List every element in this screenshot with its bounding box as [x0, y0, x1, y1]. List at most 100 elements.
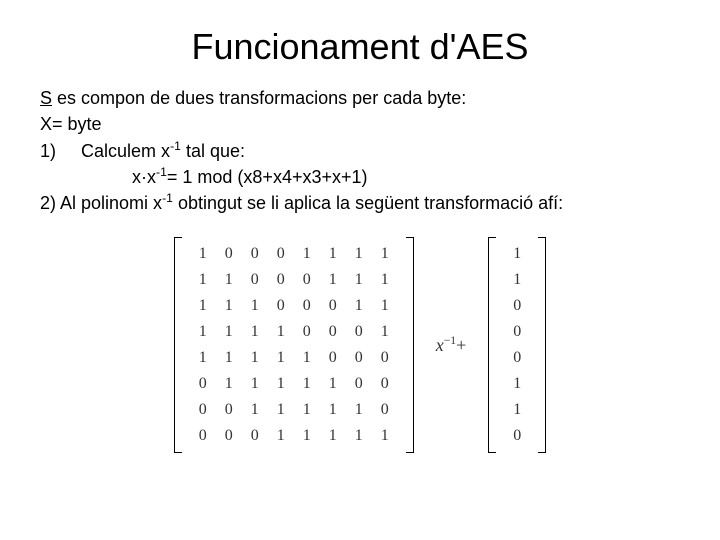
matrix-cell: 1 [381, 271, 389, 289]
slide-title: Funcionament d'AES [40, 26, 680, 68]
vector-bracket-right [536, 237, 546, 453]
matrix-cell: 0 [381, 375, 389, 393]
line-4: x·x-1= 1 mod (x8+x4+x3+x+1) [40, 165, 680, 189]
matrix-cell: 0 [329, 349, 337, 367]
body-text: S es compon de dues transformacions per … [40, 86, 680, 215]
matrix-cell: 1 [355, 245, 363, 263]
vector-cell: 0 [513, 297, 521, 315]
line-3: 1) Calculem x-1 tal que: [40, 139, 680, 163]
line-2: X= byte [40, 112, 680, 136]
line-3-exp: -1 [170, 139, 181, 153]
matrix-cell: 0 [277, 245, 285, 263]
matrix-cell: 1 [199, 323, 207, 341]
matrix-cell: 1 [381, 323, 389, 341]
matrix-cell: 1 [355, 297, 363, 315]
line-4-a: x·x [132, 167, 156, 187]
matrix-cell: 1 [277, 375, 285, 393]
xinv-plus: + [456, 335, 466, 355]
matrix-cell: 0 [251, 271, 259, 289]
xinv-exp: −1 [444, 334, 456, 347]
matrix-cell: 1 [225, 297, 233, 315]
matrix-cell: 1 [329, 271, 337, 289]
vector-cell: 0 [513, 349, 521, 367]
matrix-cell: 0 [381, 349, 389, 367]
matrix-cell: 1 [329, 245, 337, 263]
matrix-cell: 0 [199, 401, 207, 419]
matrix-A: 1000111111000111111000111111000111111000… [174, 237, 414, 453]
vector-cell: 1 [513, 271, 521, 289]
matrix-cell: 1 [225, 349, 233, 367]
slide: Funcionament d'AES S es compon de dues t… [0, 0, 720, 540]
matrix-cell: 0 [303, 323, 311, 341]
matrix-cell: 1 [381, 427, 389, 445]
matrix-cell: 0 [381, 401, 389, 419]
line-3-num: 1) [40, 141, 56, 161]
matrix-cell: 0 [329, 323, 337, 341]
matrix-cell: 0 [225, 401, 233, 419]
matrix-cell: 0 [277, 297, 285, 315]
matrix-cell: 0 [199, 427, 207, 445]
matrix-cell: 1 [277, 323, 285, 341]
matrix-cell: 1 [329, 375, 337, 393]
vector-cell: 0 [513, 427, 521, 445]
line-1-rest: es compon de dues transformacions per ca… [52, 88, 466, 108]
matrix-cell: 0 [355, 375, 363, 393]
matrix-cell: 1 [251, 401, 259, 419]
matrix-cell: 1 [355, 427, 363, 445]
matrix-cell: 1 [355, 271, 363, 289]
matrix-cell: 0 [303, 297, 311, 315]
matrix-bracket-left [174, 237, 184, 453]
line-3-b: tal que: [181, 141, 245, 161]
matrix-cell: 1 [199, 349, 207, 367]
line-4-exp: -1 [156, 165, 167, 179]
matrix-cell: 1 [329, 427, 337, 445]
vector-grid: 11000110 [498, 237, 536, 453]
matrix-cell: 1 [199, 297, 207, 315]
matrix-cell: 1 [277, 427, 285, 445]
matrix-bracket-right [404, 237, 414, 453]
vector-cell: 1 [513, 245, 521, 263]
matrix-cell: 1 [251, 349, 259, 367]
matrix-cell: 1 [329, 401, 337, 419]
line-5-exp: -1 [162, 191, 173, 205]
line-3-a: Calculem x [81, 141, 170, 161]
affine-figure: 1000111111000111111000111111000111111000… [40, 237, 680, 453]
vector-c: 11000110 [488, 237, 546, 453]
matrix-cell: 1 [199, 271, 207, 289]
matrix-cell: 1 [355, 401, 363, 419]
vector-cell: 1 [513, 375, 521, 393]
line-5-a: 2) Al polinomi x [40, 193, 162, 213]
line-4-b: = 1 mod (x8+x4+x3+x+1) [167, 167, 368, 187]
line-5: 2) Al polinomi x-1 obtingut se li aplica… [40, 191, 680, 215]
matrix-cell: 1 [303, 349, 311, 367]
matrix-cell: 0 [277, 271, 285, 289]
s-underline: S [40, 88, 52, 108]
x-inverse-label: x−1+ [432, 335, 471, 356]
matrix-cell: 0 [225, 245, 233, 263]
matrix-grid: 1000111111000111111000111111000111111000… [184, 237, 404, 453]
matrix-cell: 0 [355, 323, 363, 341]
matrix-cell: 0 [225, 427, 233, 445]
matrix-cell: 1 [199, 245, 207, 263]
matrix-cell: 1 [381, 245, 389, 263]
matrix-cell: 0 [199, 375, 207, 393]
matrix-cell: 1 [225, 271, 233, 289]
matrix-cell: 1 [251, 297, 259, 315]
matrix-cell: 0 [303, 271, 311, 289]
line-1: S es compon de dues transformacions per … [40, 86, 680, 110]
matrix-cell: 0 [251, 245, 259, 263]
matrix-cell: 0 [329, 297, 337, 315]
vector-cell: 0 [513, 323, 521, 341]
matrix-cell: 0 [355, 349, 363, 367]
matrix-cell: 1 [303, 401, 311, 419]
matrix-cell: 1 [303, 245, 311, 263]
line-5-b: obtingut se li aplica la següent transfo… [173, 193, 563, 213]
matrix-cell: 1 [251, 323, 259, 341]
matrix-cell: 1 [277, 401, 285, 419]
matrix-cell: 1 [303, 375, 311, 393]
matrix-cell: 1 [225, 323, 233, 341]
matrix-cell: 1 [251, 375, 259, 393]
vector-bracket-left [488, 237, 498, 453]
matrix-cell: 1 [277, 349, 285, 367]
xinv-base: x [436, 335, 444, 355]
